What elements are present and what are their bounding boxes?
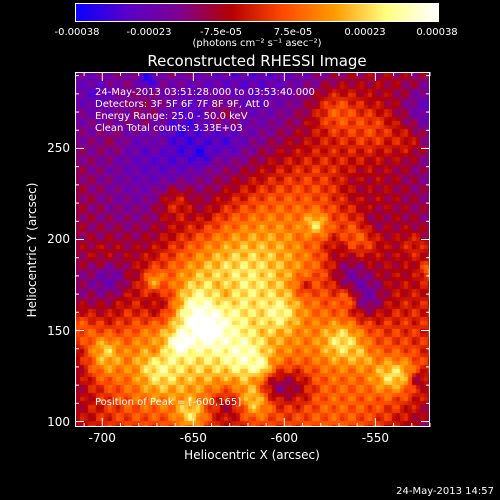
colorbar-tick-label: -7.5e-05 bbox=[200, 27, 242, 38]
y-axis-label: Heliocentric Y (arcsec) bbox=[25, 182, 39, 318]
info-time-range: 24-May-2013 03:51:28.000 to 03:53:40.000 bbox=[95, 87, 315, 98]
plot-title: Reconstructed RHESSI Image bbox=[147, 52, 367, 70]
x-tick-label: -650 bbox=[179, 431, 207, 445]
heatmap-plot-area bbox=[75, 72, 430, 427]
y-tick-label: 250 bbox=[47, 141, 70, 156]
y-tick-label: 150 bbox=[47, 323, 70, 338]
x-tick-label: -700 bbox=[88, 431, 116, 445]
x-tick-label: -550 bbox=[361, 431, 389, 445]
colorbar-tick-label: -0.00038 bbox=[54, 27, 100, 38]
info-peak-position: Position of Peak = [-600,165] bbox=[95, 397, 242, 408]
info-energy-range: Energy Range: 25.0 - 50.0 keV bbox=[95, 111, 248, 122]
colorbar-tick-label: 7.5e-05 bbox=[273, 27, 313, 38]
heatmap-image bbox=[76, 73, 429, 426]
info-detectors: Detectors: 3F 5F 6F 7F 8F 9F, Att 0 bbox=[95, 99, 270, 110]
info-total-counts: Clean Total counts: 3.33E+03 bbox=[95, 123, 243, 134]
y-tick-label: 200 bbox=[47, 232, 70, 247]
footer-date: 24-May-2013 14:57 bbox=[396, 486, 494, 497]
x-tick-label: -600 bbox=[270, 431, 298, 445]
colorbar-tick-label: 0.00038 bbox=[416, 27, 458, 38]
x-axis-label: Heliocentric X (arcsec) bbox=[184, 448, 320, 462]
colorbar-tick-label: 0.00023 bbox=[344, 27, 386, 38]
colorbar-tick-label: -0.00023 bbox=[126, 27, 172, 38]
colorbar bbox=[75, 3, 439, 22]
y-tick-label: 100 bbox=[47, 414, 70, 429]
colorbar-unit-label: (photons cm⁻² s⁻¹ asec⁻²) bbox=[192, 38, 322, 49]
